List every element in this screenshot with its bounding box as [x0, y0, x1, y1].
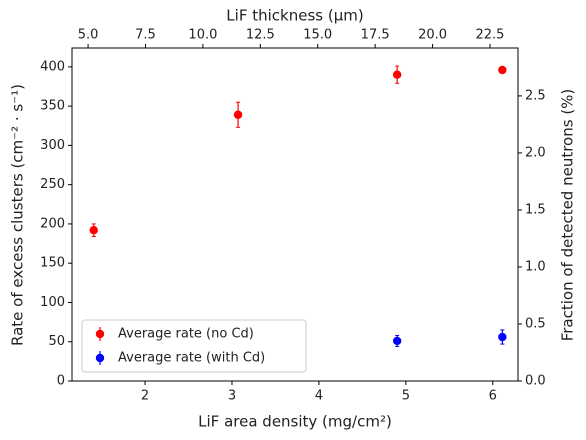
y2-tick-label: 1.0: [525, 259, 546, 274]
point: [392, 70, 402, 79]
x-tick-label: 2: [141, 389, 149, 404]
y2-tick-label: 0.0: [525, 374, 546, 389]
top-x-tick-label: 5.0: [78, 28, 99, 43]
x-tick-label: 3: [228, 389, 236, 404]
y-tick-label: 400: [40, 59, 65, 74]
legend-marker: [95, 353, 105, 363]
top-x-tick-label: 10.0: [188, 28, 217, 43]
y-tick-label: 0: [57, 374, 65, 389]
y2-axis-title: Fraction of detected neutrons (%): [559, 89, 577, 342]
top-x-tick-label: 15.0: [303, 28, 332, 43]
legend-label: Average rate (with Cd): [118, 351, 265, 366]
point: [498, 332, 507, 342]
point: [498, 65, 507, 75]
top-x-tick-label: 12.5: [246, 28, 275, 43]
top-x-tick-label: 22.5: [476, 28, 505, 43]
point: [89, 226, 98, 235]
x-axis-title: LiF area density (mg/cm²): [198, 413, 392, 431]
top-x-tick-label: 20.0: [418, 28, 447, 43]
y-tick-label: 200: [40, 216, 65, 231]
y-tick-label: 250: [40, 177, 65, 192]
y2-tick-label: 0.5: [525, 316, 546, 331]
y-tick-label: 300: [40, 138, 65, 153]
top-x-tick-label: 17.5: [361, 28, 390, 43]
y-tick-label: 100: [40, 295, 65, 310]
legend-box: [81, 319, 307, 373]
point: [233, 110, 243, 119]
y-tick-label: 150: [40, 256, 65, 271]
legend: Average rate (no Cd) Average rate (with C…: [81, 319, 307, 373]
x-tick-label: 5: [402, 389, 410, 404]
plot-frame: [71, 47, 519, 382]
top-x-axis-title: LiF thickness (μm): [226, 7, 363, 25]
y-tick-label: 350: [40, 99, 65, 114]
point: [392, 336, 402, 346]
y2-tick-label: 2.5: [525, 88, 546, 103]
legend-marker: [95, 329, 105, 339]
x-tick-label: 4: [315, 389, 323, 404]
y2-tick-label: 1.5: [525, 202, 546, 217]
x-tick-label: 6: [489, 389, 497, 404]
legend-label: Average rate (no Cd): [118, 327, 254, 342]
y-tick-label: 50: [48, 334, 65, 349]
y-axis-title: Rate of excess clusters (cm⁻² · s⁻¹): [9, 84, 27, 346]
top-x-tick-label: 7.5: [135, 28, 156, 43]
y2-tick-label: 2.0: [525, 145, 546, 160]
